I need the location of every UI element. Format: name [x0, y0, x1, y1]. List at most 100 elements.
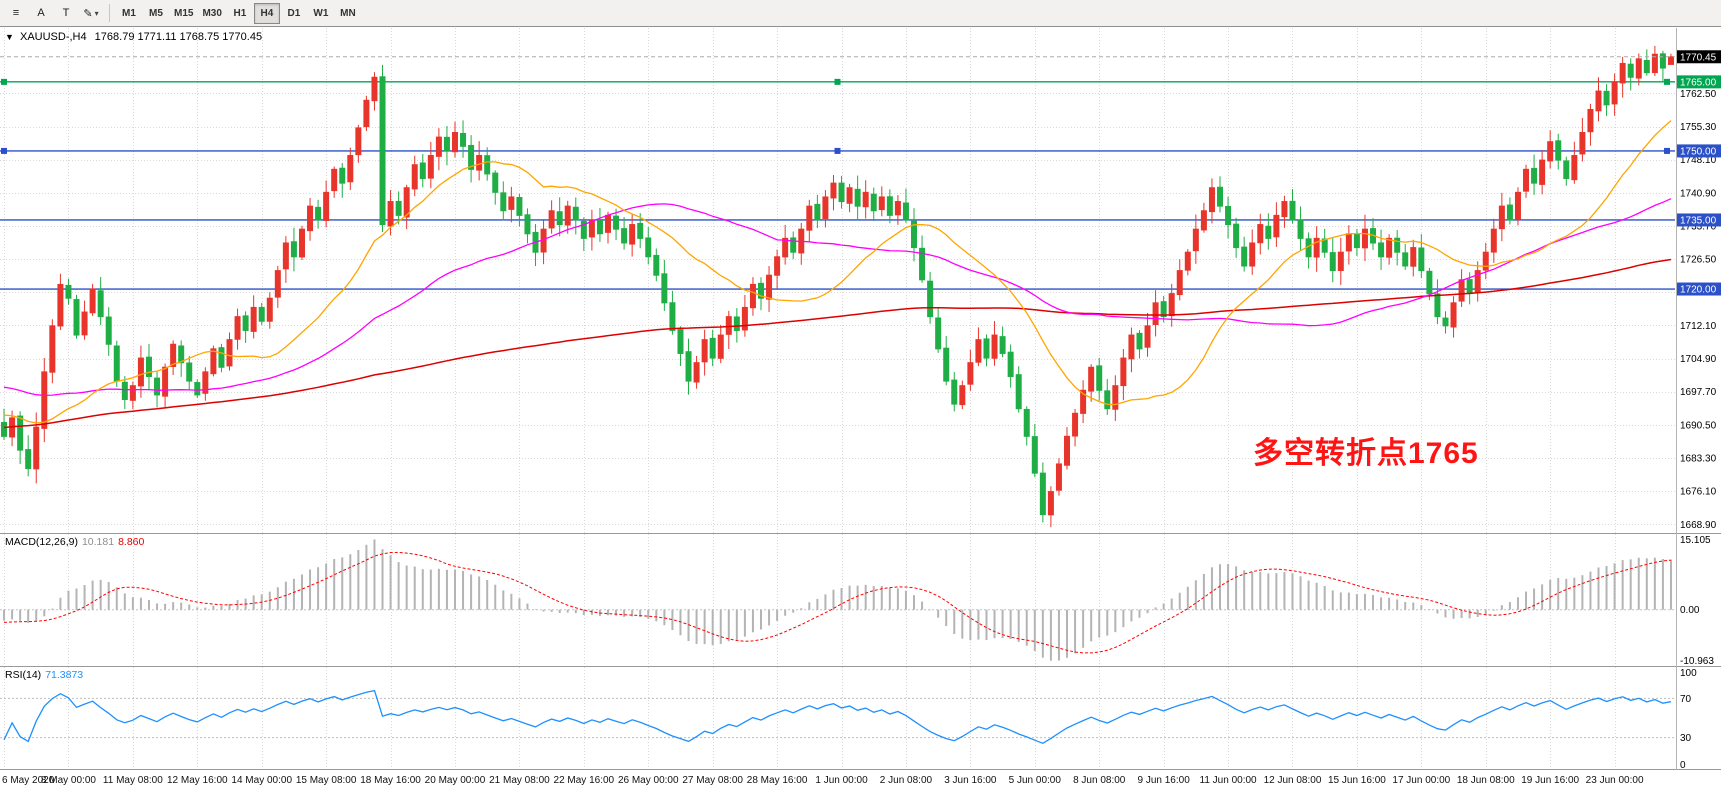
rsi-line	[3, 689, 1672, 745]
timeframe-m5-button[interactable]: M5	[143, 3, 169, 24]
draw-tool-button[interactable]: ✎ ▾	[79, 3, 103, 24]
svg-text:1755.30: 1755.30	[1680, 122, 1717, 133]
svg-text:70: 70	[1680, 694, 1692, 705]
time-label: 19 Jun 16:00	[1521, 775, 1580, 786]
current-price-badge	[1676, 50, 1721, 64]
candles-layer	[1, 45, 1674, 528]
svg-text:1697.70: 1697.70	[1680, 387, 1717, 398]
time-label: 11 May 08:00	[102, 775, 163, 786]
time-label: 2 Jun 08:00	[879, 775, 933, 786]
time-label: 20 May 00:00	[424, 775, 486, 786]
ma-slow-line	[3, 258, 1672, 429]
svg-text:1704.90: 1704.90	[1680, 354, 1717, 365]
svg-text:15.105: 15.105	[1680, 535, 1711, 546]
rsi-label: RSI(14) 71.3873	[5, 669, 83, 681]
svg-text:1750.00: 1750.00	[1680, 146, 1717, 157]
macd-signal-value: 8.860	[118, 536, 145, 548]
svg-text:0.00: 0.00	[1680, 605, 1700, 616]
timeframe-d1-button[interactable]: D1	[281, 3, 307, 24]
line-handle[interactable]	[1, 78, 7, 85]
svg-text:1733.70: 1733.70	[1680, 221, 1717, 232]
line-handle[interactable]	[1, 147, 7, 154]
vgrid	[4, 28, 1616, 533]
svg-text:1762.50: 1762.50	[1680, 89, 1717, 100]
time-label: 14 May 00:00	[231, 775, 293, 786]
timeframe-w1-button[interactable]: W1	[308, 3, 334, 24]
rsi-chart-svg: 100 70 30 0	[0, 667, 1697, 769]
time-label: 5 Jun 00:00	[1008, 775, 1061, 786]
pane-separator[interactable]	[0, 533, 1721, 534]
time-label: 8 Jun 08:00	[1073, 775, 1126, 786]
time-label: 28 May 16:00	[746, 775, 808, 786]
svg-text:1770.45: 1770.45	[1680, 52, 1717, 63]
collapse-triangle-icon[interactable]: ▼	[5, 32, 14, 42]
line-handle[interactable]	[1664, 78, 1670, 85]
time-label: 1 Jun 00:00	[815, 775, 868, 786]
symbol-label: XAUUSD-,H4	[19, 31, 87, 43]
svg-text:30: 30	[1680, 733, 1692, 744]
svg-text:1712.10: 1712.10	[1680, 321, 1717, 332]
svg-text:1720.00: 1720.00	[1680, 285, 1717, 296]
svg-text:1765.00: 1765.00	[1680, 77, 1717, 88]
annotation-text[interactable]: 多空转折点1765	[1253, 437, 1479, 470]
vgrid	[4, 667, 1616, 769]
svg-text:1740.90: 1740.90	[1680, 188, 1717, 199]
time-label: 23 Jun 00:00	[1585, 775, 1644, 786]
timeframe-group: M1 M5 M15 M30 H1 H4 D1 W1 MN	[116, 2, 361, 24]
time-label: 22 May 16:00	[553, 775, 615, 786]
svg-text:1748.10: 1748.10	[1680, 155, 1717, 166]
cursor-tool-button[interactable]: A	[29, 3, 53, 24]
toolbar-separator	[109, 4, 110, 22]
line-handle[interactable]	[1664, 147, 1670, 154]
timeframe-mn-button[interactable]: MN	[335, 3, 361, 24]
macd-label: MACD(12,26,9) 10.181 8.860	[5, 536, 144, 548]
line-handle[interactable]	[834, 78, 841, 85]
chart-list-icon-button[interactable]: ≡	[4, 3, 28, 24]
time-label: 17 Jun 00:00	[1392, 775, 1451, 786]
ohlc-values: 1768.79 1771.11 1768.75 1770.45	[94, 31, 263, 43]
time-axis[interactable]: 6 May 2020 8 May 00:00 11 May 08:00 12 May …	[0, 770, 1721, 795]
svg-text:0: 0	[1680, 760, 1686, 769]
timeframe-m1-button[interactable]: M1	[116, 3, 142, 24]
time-label: 15 Jun 16:00	[1327, 775, 1386, 786]
time-label: 21 May 08:00	[489, 775, 550, 786]
time-label: 18 Jun 08:00	[1456, 775, 1515, 786]
text-tool-button[interactable]: T	[54, 3, 78, 24]
svg-text:-10.963: -10.963	[1680, 656, 1714, 666]
time-label: 11 Jun 00:00	[1199, 775, 1257, 786]
macd-pane: 15.105 0.00 -10.963 MACD(12,26,9) 10.181 8.8…	[0, 534, 1721, 666]
time-label: 15 May 08:00	[295, 775, 357, 786]
rsi-value: 71.3873	[45, 669, 84, 681]
svg-text:100: 100	[1680, 668, 1697, 679]
rsi-name: RSI(14)	[5, 669, 42, 681]
time-label: 12 Jun 08:00	[1263, 775, 1322, 786]
timeframe-h4-button[interactable]: H4	[253, 2, 280, 24]
line-handle[interactable]	[834, 147, 841, 154]
time-label: 3 Jun 16:00	[944, 775, 997, 786]
time-label: 12 May 16:00	[166, 775, 228, 786]
svg-text:1676.10: 1676.10	[1680, 487, 1717, 498]
svg-text:1690.50: 1690.50	[1680, 420, 1717, 431]
svg-text:1726.50: 1726.50	[1680, 255, 1717, 266]
svg-text:1683.30: 1683.30	[1680, 453, 1717, 464]
level-badge-1735.00	[1676, 213, 1721, 227]
pane-separator[interactable]	[0, 666, 1721, 667]
svg-text:1668.90: 1668.90	[1680, 520, 1717, 531]
symbol-ohlc-line: ▼ XAUUSD-,H4 1768.79 1771.11 1768.75 177…	[5, 31, 262, 43]
tool-group: ≡ A T ✎ ▾	[4, 3, 103, 24]
ma-fast-line	[3, 120, 1672, 424]
price-chart-svg: 1762.50 1755.30 1748.10 1740.90 1733.70 1726.…	[0, 28, 1721, 533]
level-badge-1720.00	[1676, 282, 1721, 296]
time-label: 6 May 2020	[2, 775, 55, 786]
timeframe-h1-button[interactable]: H1	[227, 3, 253, 24]
ma-mid-line	[3, 198, 1672, 397]
time-label: 27 May 08:00	[682, 775, 743, 786]
timeframe-m30-button[interactable]: M30	[198, 3, 225, 24]
level-badge-1765.00	[1676, 75, 1721, 89]
time-label: 26 May 00:00	[617, 775, 679, 786]
timeframe-m15-button[interactable]: M15	[170, 3, 197, 24]
macd-chart-svg: 15.105 0.00 -10.963	[0, 534, 1714, 666]
svg-text:1735.00: 1735.00	[1680, 215, 1717, 226]
pane-separator	[0, 769, 1721, 770]
